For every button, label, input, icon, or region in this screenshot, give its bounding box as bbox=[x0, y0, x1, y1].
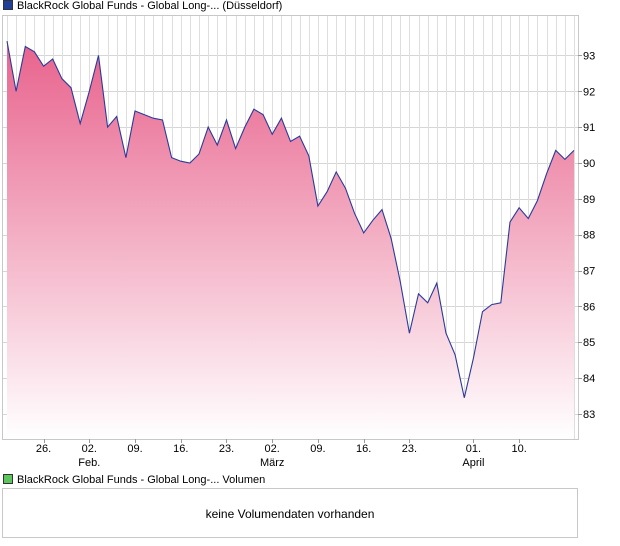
y-tick-label: 83 bbox=[583, 409, 595, 421]
y-tick-label: 90 bbox=[583, 158, 595, 170]
price-legend-label: BlackRock Global Funds - Global Long-...… bbox=[17, 0, 283, 12]
x-tick-label: 02. bbox=[82, 443, 97, 455]
x-tick-label: 09. bbox=[127, 443, 142, 455]
y-tick-label: 89 bbox=[583, 194, 595, 206]
x-tick-label: 23. bbox=[402, 443, 417, 455]
price-area-fill bbox=[7, 41, 574, 439]
x-tick-label: 09. bbox=[310, 443, 325, 455]
y-tick-label: 88 bbox=[583, 230, 595, 242]
x-tick-label: 26. bbox=[36, 443, 51, 455]
x-tick-label: 16. bbox=[356, 443, 371, 455]
volume-legend: BlackRock Global Funds - Global Long-...… bbox=[3, 474, 265, 488]
x-month-label: Feb. bbox=[78, 457, 100, 469]
plot-frame bbox=[2, 15, 579, 440]
price-legend-swatch bbox=[3, 0, 13, 10]
volume-legend-swatch bbox=[3, 474, 13, 484]
price-legend: BlackRock Global Funds - Global Long-...… bbox=[3, 0, 282, 14]
y-tick-label: 93 bbox=[583, 50, 595, 62]
x-tick-label: 10. bbox=[511, 443, 526, 455]
price-series-line bbox=[6, 41, 575, 398]
y-axis-labels: 83 84 85 86 87 88 89 90 91 92 93 bbox=[578, 50, 595, 421]
x-axis-labels: 26. 02. Feb. 09. 16. 23. 02. März 09. 16. 23. 01. Ap… bbox=[36, 439, 527, 469]
x-tick-label: 01. bbox=[466, 443, 481, 455]
y-tick-label: 86 bbox=[583, 301, 595, 313]
y-tick-label: 92 bbox=[583, 86, 595, 98]
volume-empty-message: keine Volumendaten vorhanden bbox=[205, 507, 375, 521]
volume-chart: keine Volumendaten vorhanden bbox=[2, 488, 578, 538]
y-tick-label: 84 bbox=[583, 373, 595, 385]
x-tick-label: 02. bbox=[265, 443, 280, 455]
y-tick-label: 87 bbox=[583, 266, 595, 278]
y-tick-label: 85 bbox=[583, 337, 595, 349]
x-month-label: April bbox=[462, 457, 484, 469]
x-month-label: März bbox=[260, 457, 284, 469]
x-tick-label: 16. bbox=[173, 443, 188, 455]
x-tick-label: 23. bbox=[219, 443, 234, 455]
volume-legend-label: BlackRock Global Funds - Global Long-...… bbox=[17, 474, 266, 486]
y-tick-label: 91 bbox=[583, 122, 595, 134]
